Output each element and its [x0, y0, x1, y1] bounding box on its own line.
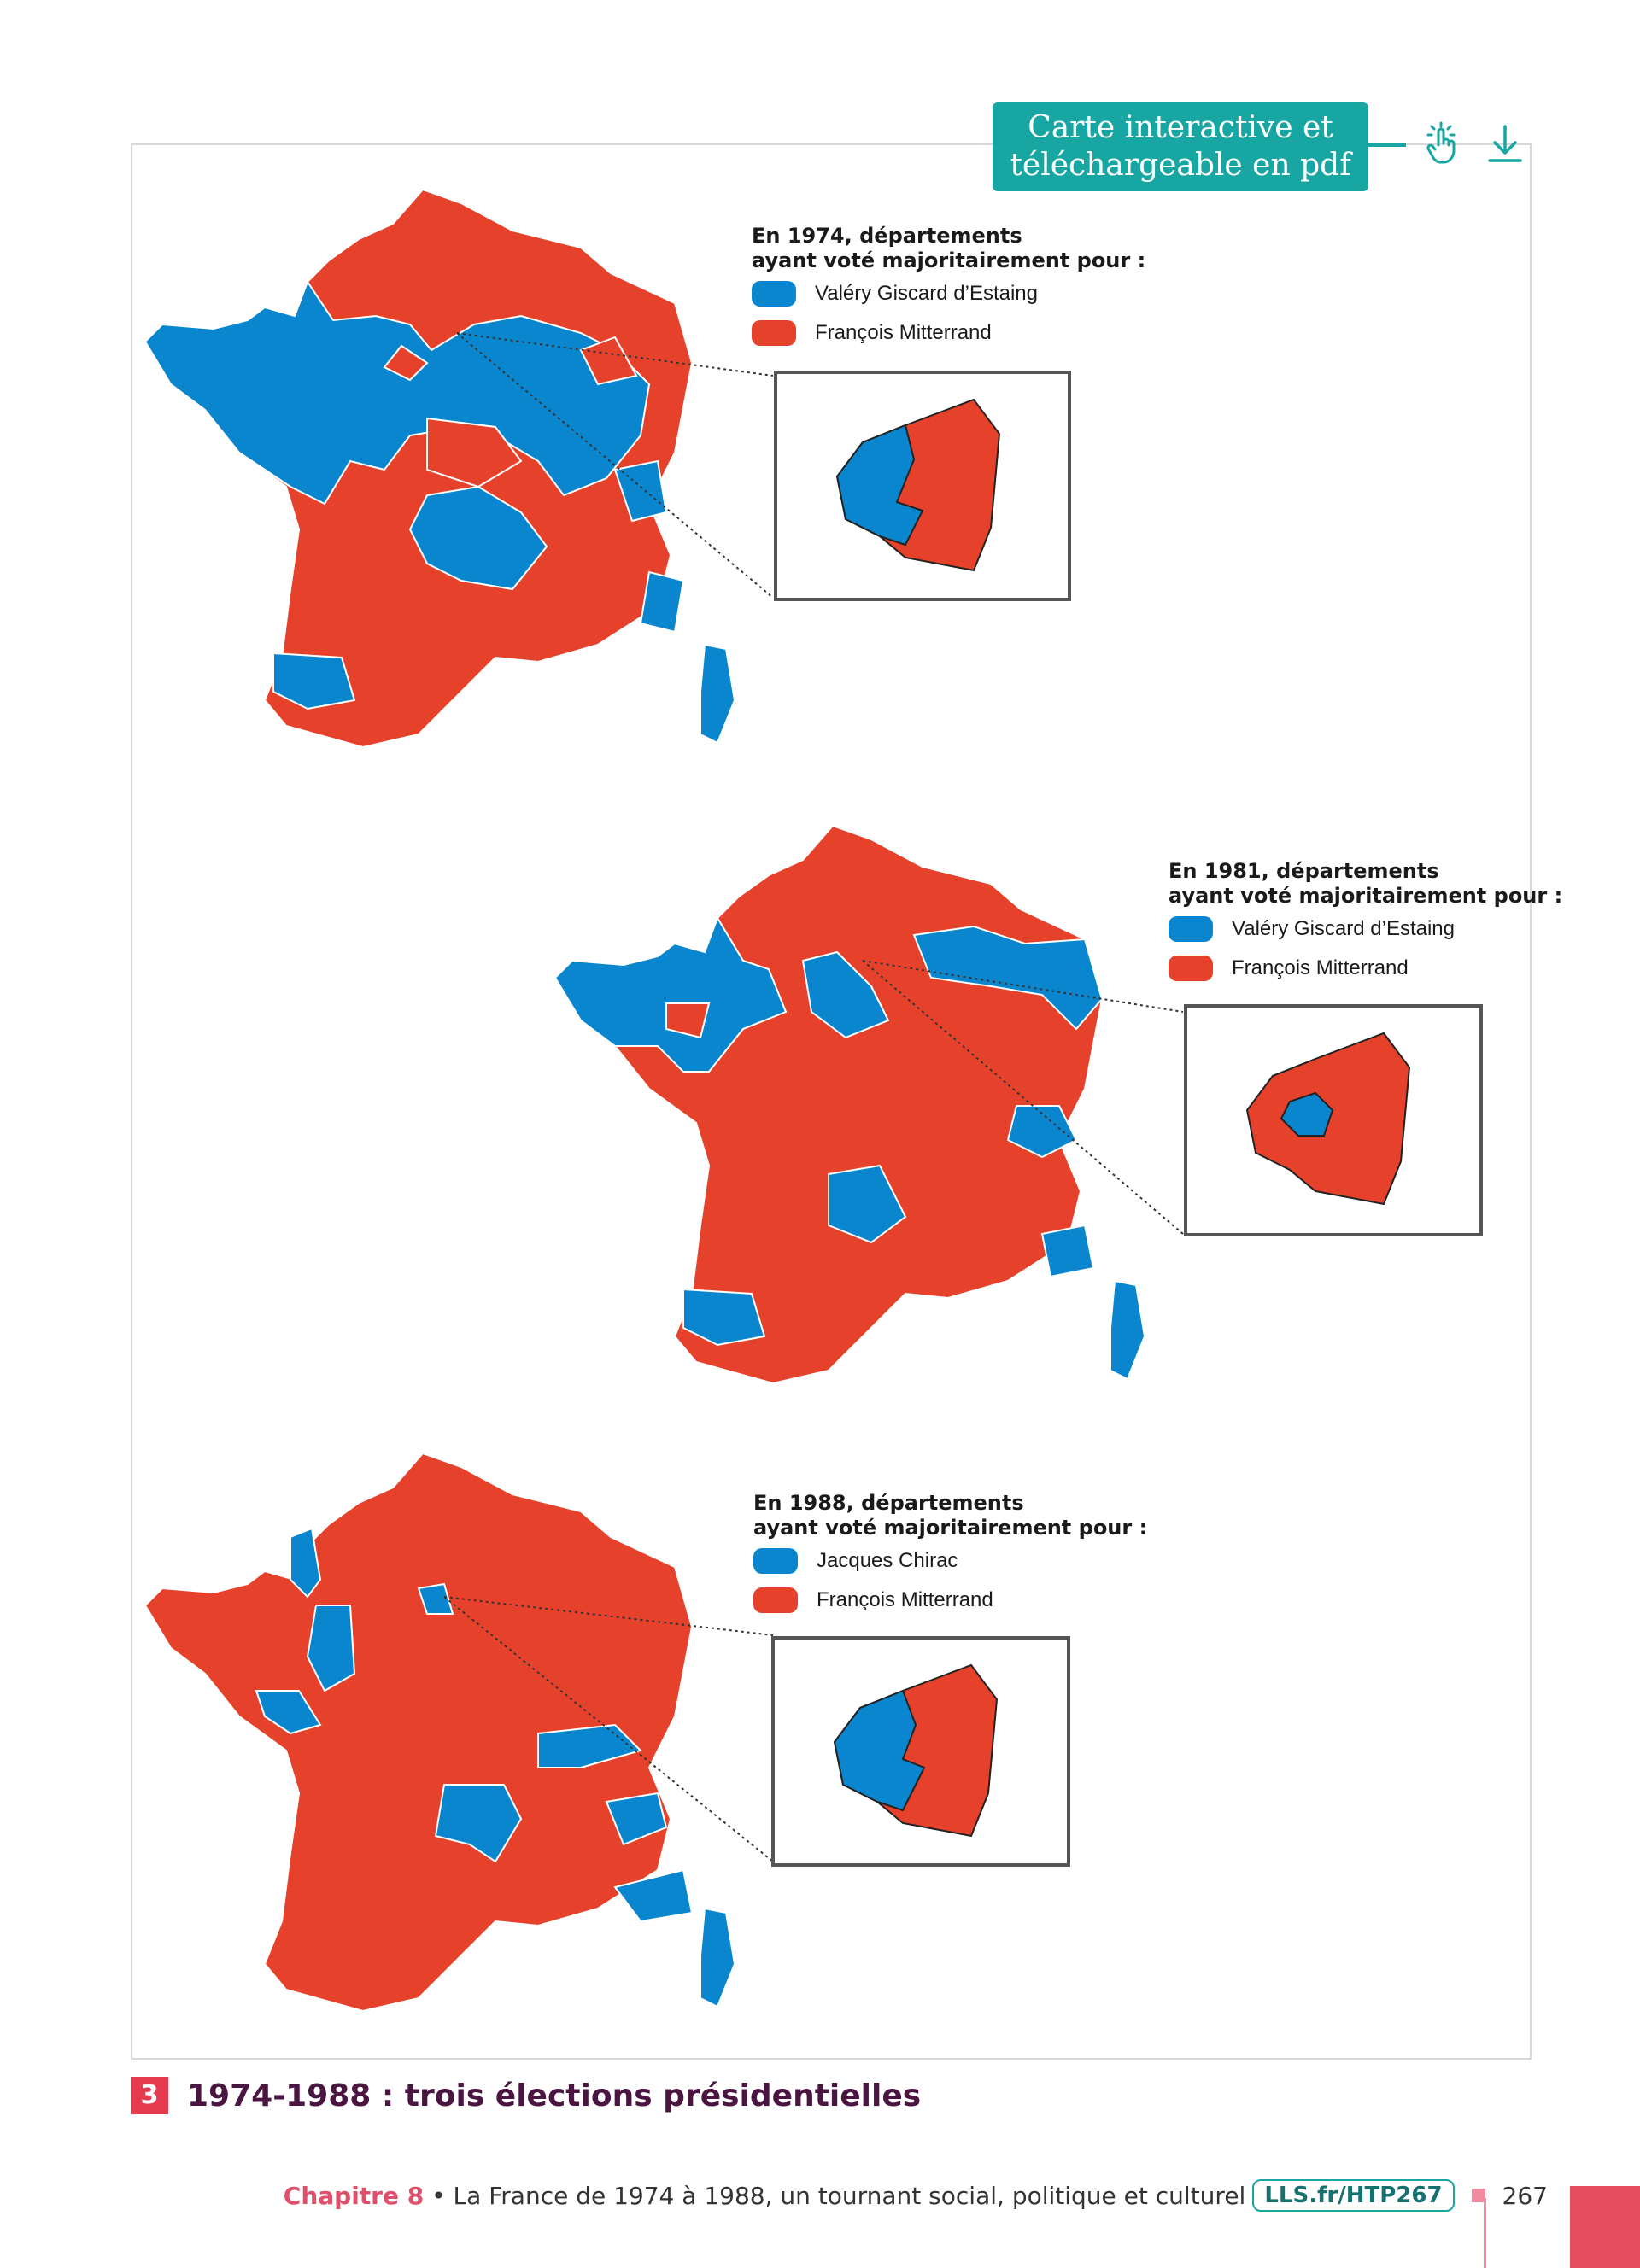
red-swatch [1168, 956, 1213, 981]
legend-title: En 1981, départements [1168, 859, 1439, 883]
red-swatch [753, 1587, 798, 1613]
legend-subtitle: ayant voté majoritairement pour : [753, 1516, 1148, 1540]
badge-connector [1368, 143, 1406, 147]
paris-inset-1974 [774, 371, 1071, 601]
page-footer: Chapitre 8 • La France de 1974 à 1988, u… [284, 2179, 1548, 2212]
figure-caption: 3 1974-1988 : trois élections présidenti… [131, 2077, 921, 2114]
legend-1981: En 1981, départements ayant voté majorit… [1168, 859, 1562, 987]
map-1981 [554, 824, 1184, 1385]
legend-red-label: François Mitterrand [1232, 956, 1409, 979]
chapter-title: La France de 1974 à 1988, un tournant so… [453, 2181, 1246, 2210]
legend-1974: En 1974, départements ayant voté majorit… [752, 224, 1145, 352]
chapter-label: Chapitre 8 [283, 2181, 425, 2210]
paris-inset-1988 [771, 1636, 1070, 1867]
legend-red-label: François Mitterrand [817, 1588, 993, 1611]
chapter-link[interactable]: LLS.fr/HTP267 [1252, 2179, 1455, 2212]
legend-subtitle: ayant voté majoritairement pour : [1168, 884, 1563, 908]
map-1988 [144, 1452, 774, 2013]
touch-hand-icon[interactable] [1418, 120, 1466, 167]
legend-title: En 1988, départements [753, 1491, 1024, 1515]
download-arrow-icon[interactable] [1481, 120, 1529, 167]
legend-subtitle: ayant voté majoritairement pour : [752, 248, 1146, 272]
legend-red-label: François Mitterrand [815, 321, 992, 344]
footer-marker [1471, 2189, 1485, 2202]
figure-title: 1974-1988 : trois élections présidentiel… [187, 2078, 922, 2113]
page-number: 267 [1502, 2181, 1548, 2210]
legend-title: En 1974, départements [752, 224, 1022, 248]
legend-blue-label: Valéry Giscard d’Estaing [815, 282, 1038, 305]
blue-swatch [752, 281, 796, 307]
legend-1988: En 1988, départements ayant voté majorit… [753, 1491, 1147, 1619]
legend-blue-label: Valéry Giscard d’Estaing [1232, 917, 1455, 940]
page-tab [1570, 2186, 1640, 2268]
figure-frame [131, 143, 1532, 2060]
blue-swatch [1168, 916, 1213, 942]
footer-separator: • [424, 2181, 454, 2210]
badge-line-1: Carte interactive et [1028, 110, 1333, 145]
map-1974 [144, 188, 774, 749]
figure-number: 3 [131, 2077, 168, 2114]
paris-inset-1981 [1184, 1004, 1483, 1236]
red-swatch [752, 320, 796, 346]
footer-tick [1484, 2198, 1486, 2268]
badge-line-2: téléchargeable en pdf [1010, 148, 1351, 183]
legend-blue-label: Jacques Chirac [817, 1549, 958, 1572]
interactive-map-badge[interactable]: Carte interactive et téléchargeable en p… [993, 102, 1368, 191]
blue-swatch [753, 1548, 798, 1574]
